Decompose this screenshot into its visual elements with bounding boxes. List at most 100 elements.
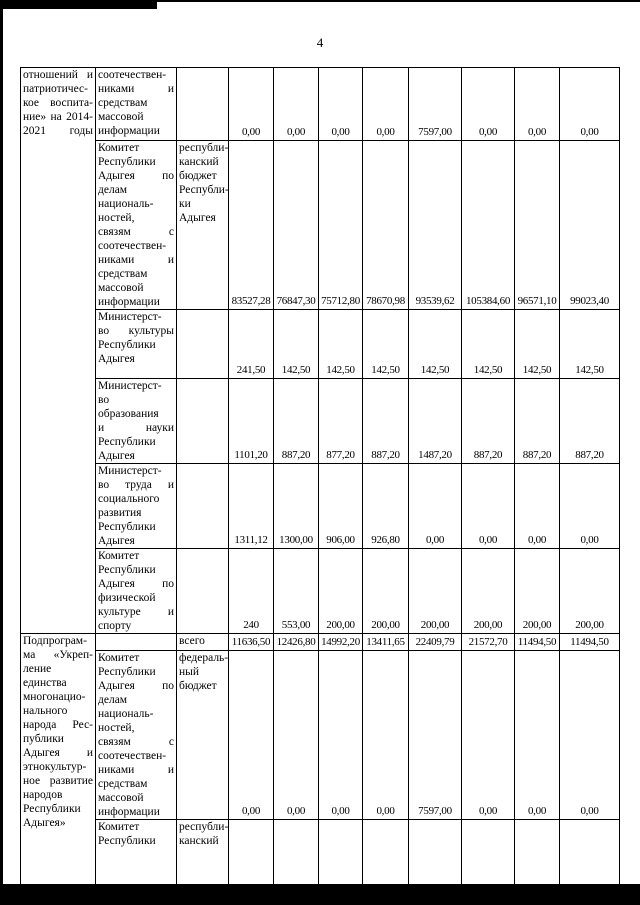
value-cell: 1300,00 — [273, 463, 319, 549]
scan-edge-top-blob — [0, 0, 157, 9]
value-cell: 200,00 — [362, 548, 409, 634]
value-cell: 0,00 — [273, 67, 319, 141]
value-cell: 14992,20 — [318, 633, 363, 651]
value-cell: 200,00 — [408, 548, 462, 634]
value-cell: 200,00 — [559, 548, 620, 634]
value-cell: 21572,70 — [461, 633, 515, 651]
value-cell: 0,00 — [318, 67, 363, 141]
value-cell: 78670,98 — [362, 140, 409, 310]
value-cell — [514, 819, 560, 892]
executor-cell: Комитет Республики — [95, 819, 177, 892]
value-cell: 887,20 — [559, 378, 620, 464]
value-cell: 83527,28 — [228, 140, 274, 310]
value-cell: 200,00 — [514, 548, 560, 634]
value-cell: 906,00 — [318, 463, 363, 549]
value-cell: 0,00 — [461, 650, 515, 820]
value-cell: 22409,79 — [408, 633, 462, 651]
table-row: Комитет Республики Адыгея по делам нацио… — [21, 140, 620, 310]
value-cell: 887,20 — [514, 378, 560, 464]
budget-cell: республи- канский бюджет Республи- ки Ад… — [176, 140, 229, 310]
value-cell: 200,00 — [461, 548, 515, 634]
value-cell: 0,00 — [559, 463, 620, 549]
value-cell: 877,20 — [318, 378, 363, 464]
value-cell: 105384,60 — [461, 140, 515, 310]
budget-cell: республи- канский — [176, 819, 229, 892]
budget-table: отношений и патриотичес- кое воспита- ни… — [20, 67, 620, 892]
table-row: Комитет Республики Адыгея по делам нацио… — [21, 650, 620, 820]
executor-cell — [95, 633, 177, 651]
value-cell: 1101,20 — [228, 378, 274, 464]
table-row: Комитет Республики Адыгея по физической … — [21, 548, 620, 634]
scan-edge-top-line — [0, 0, 640, 2]
value-cell: 142,50 — [461, 309, 515, 379]
value-cell: 0,00 — [273, 650, 319, 820]
budget-cell — [176, 463, 229, 549]
value-cell — [408, 819, 462, 892]
executor-cell: Министерст- во культуры Республики Адыге… — [95, 309, 177, 379]
budget-cell — [176, 378, 229, 464]
value-cell: 0,00 — [228, 650, 274, 820]
budget-cell: федераль- ный бюджет — [176, 650, 229, 820]
value-cell: 0,00 — [362, 67, 409, 141]
scan-edge-left — [0, 0, 3, 886]
value-cell: 0,00 — [559, 650, 620, 820]
value-cell — [559, 819, 620, 892]
executor-cell: соотечествен- никами и средствам массово… — [95, 67, 177, 141]
value-cell: 76847,30 — [273, 140, 319, 310]
program-cell: Подпрограм- ма «Укреп- ление единства мн… — [20, 633, 96, 892]
scan-bar-bottom — [0, 884, 640, 905]
executor-cell: Комитет Республики Адыгея по физической … — [95, 548, 177, 634]
value-cell — [461, 819, 515, 892]
table-row: Подпрограм- ма «Укреп- ление единства мн… — [20, 633, 620, 892]
table-row: Комитет Республики республи- канский — [21, 819, 620, 892]
program-cell: отношений и патриотичес- кое воспита- ни… — [20, 67, 96, 634]
value-cell: 887,20 — [273, 378, 319, 464]
value-cell: 1311,12 — [228, 463, 274, 549]
value-cell: 13411,65 — [362, 633, 409, 651]
value-cell: 142,50 — [514, 309, 560, 379]
value-cell — [362, 819, 409, 892]
executor-cell: Комитет Республики Адыгея по делам нацио… — [95, 140, 177, 310]
value-cell: 142,50 — [362, 309, 409, 379]
value-cell: 0,00 — [318, 650, 363, 820]
value-cell: 926,80 — [362, 463, 409, 549]
value-cell: 0,00 — [514, 463, 560, 549]
value-cell: 7597,00 — [408, 650, 462, 820]
table-row: Министерст- во культуры Республики Адыге… — [21, 309, 620, 379]
value-cell: 11494,50 — [514, 633, 560, 651]
value-cell: 240 — [228, 548, 274, 634]
value-cell: 1487,20 — [408, 378, 462, 464]
value-cell: 96571,10 — [514, 140, 560, 310]
value-cell: 142,50 — [273, 309, 319, 379]
value-cell: 0,00 — [514, 650, 560, 820]
budget-cell: всего — [176, 633, 229, 651]
value-cell: 11636,50 — [228, 633, 274, 651]
value-cell: 93539,62 — [408, 140, 462, 310]
budget-cell — [176, 67, 229, 141]
value-cell: 0,00 — [461, 67, 515, 141]
value-cell: 0,00 — [559, 67, 620, 141]
value-cell: 75712,80 — [318, 140, 363, 310]
page-number: 4 — [316, 35, 324, 50]
value-cell: 887,20 — [461, 378, 515, 464]
value-cell — [318, 819, 363, 892]
value-cell: 553,00 — [273, 548, 319, 634]
value-cell: 0,00 — [362, 650, 409, 820]
value-cell: 200,00 — [318, 548, 363, 634]
value-cell: 142,50 — [559, 309, 620, 379]
table-row: Министерст- во образования и науки Респу… — [21, 378, 620, 464]
value-cell: 0,00 — [408, 463, 462, 549]
executor-cell: Министерст- во труда и социального разви… — [95, 463, 177, 549]
value-cell — [273, 819, 319, 892]
budget-cell — [176, 548, 229, 634]
value-cell: 12426,80 — [273, 633, 319, 651]
value-cell: 99023,40 — [559, 140, 620, 310]
budget-cell — [176, 309, 229, 379]
executor-cell: Министерст- во образования и науки Респу… — [95, 378, 177, 464]
value-cell — [228, 819, 274, 892]
value-cell: 0,00 — [461, 463, 515, 549]
value-cell: 887,20 — [362, 378, 409, 464]
value-cell: 0,00 — [228, 67, 274, 141]
value-cell: 142,50 — [318, 309, 363, 379]
